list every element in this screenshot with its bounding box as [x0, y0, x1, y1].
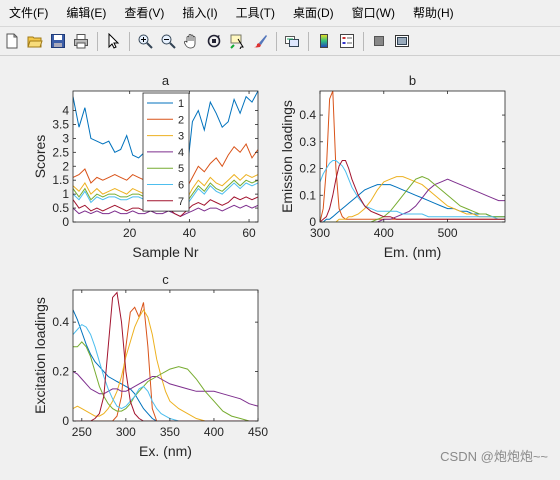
colorbar-icon[interactable]: [314, 31, 334, 51]
x-tick-label-a: 40: [183, 226, 197, 240]
x-tick-label-a: 60: [242, 226, 256, 240]
x-axis-label-b: Em. (nm): [384, 244, 442, 260]
legend-label-7: 7: [178, 196, 184, 208]
y-tick-label-c: 0.4: [52, 315, 69, 329]
toolbar-separator: [308, 32, 309, 51]
link-plot-icon[interactable]: [282, 31, 302, 51]
series-group-c: [73, 291, 258, 421]
menu-bar: 文件(F) 编辑(E) 查看(V) 插入(I) 工具(T) 桌面(D) 窗口(W) 帮助(H): [0, 0, 560, 26]
y-tick-label-b: 0.3: [299, 135, 316, 149]
legend-label-2: 2: [178, 114, 184, 126]
edit-plot-arrow-icon[interactable]: [103, 31, 123, 51]
axes-title-c: c: [162, 272, 169, 287]
toolbar-separator: [97, 32, 98, 51]
series-line-b-3: [320, 176, 505, 222]
axes-frame-a: [72, 90, 259, 223]
plot-area-c: [73, 290, 258, 421]
menu-file[interactable]: 文件(F): [9, 6, 49, 20]
legend-label-1: 1: [178, 98, 184, 110]
series-line-c-6: [73, 323, 258, 421]
series-line-b-1: [320, 184, 505, 222]
menu-insert[interactable]: 插入(I): [182, 6, 218, 20]
save-icon[interactable]: [48, 31, 68, 51]
data-cursor-icon[interactable]: [227, 31, 247, 51]
series-line-c-7: [73, 291, 258, 421]
y-axis-label-b: Emission loadings: [279, 100, 295, 213]
y-tick-label-a: 1: [62, 187, 69, 201]
x-axis-label-a: Sample Nr: [132, 244, 198, 260]
x-axis-label-c: Ex. (nm): [139, 443, 192, 459]
print-icon[interactable]: [71, 31, 91, 51]
series-line-c-4: [73, 371, 258, 407]
y-tick-label-a: 0.5: [52, 201, 69, 215]
y-tick-label-c: 0: [62, 414, 69, 428]
figure-toolbar: [0, 26, 560, 56]
menu-view[interactable]: 查看(V): [124, 6, 165, 20]
series-line-c-2: [73, 302, 258, 421]
series-line-c-3: [73, 308, 258, 421]
x-tick-label-b: 500: [438, 226, 458, 240]
brush-icon[interactable]: [250, 31, 270, 51]
zoom-in-icon[interactable]: [135, 31, 155, 51]
legend-label-5: 5: [178, 163, 184, 175]
toolbar-separator: [129, 32, 130, 51]
series-line-b-5: [320, 176, 505, 222]
y-tick-label-c: 0.2: [52, 365, 69, 379]
series-line-c-1: [73, 309, 258, 421]
menu-window[interactable]: 窗口(W): [351, 6, 395, 20]
x-tick-label-c: 450: [248, 425, 268, 439]
axes-title-a: a: [162, 73, 170, 88]
y-tick-label-b: 0: [309, 215, 316, 229]
y-tick-label-a: 0: [62, 215, 69, 229]
menu-desktop[interactable]: 桌面(D): [292, 6, 334, 20]
x-tick-label-b: 400: [374, 226, 394, 240]
show-plot-tools-icon[interactable]: [392, 31, 412, 51]
y-tick-label-a: 2.5: [52, 145, 69, 159]
legend-icon[interactable]: [337, 31, 357, 51]
y-tick-label-a: 4: [62, 104, 69, 118]
rotate-3d-icon[interactable]: [204, 31, 224, 51]
toolbar-separator: [363, 32, 364, 51]
y-tick-label-a: 1.5: [52, 173, 69, 187]
pan-hand-icon[interactable]: [181, 31, 201, 51]
series-line-b-7: [320, 160, 505, 222]
y-tick-label-a: 2: [62, 159, 69, 173]
series-line-b-4: [320, 178, 505, 222]
legend-label-3: 3: [178, 131, 184, 143]
x-tick-label-a: 20: [123, 226, 137, 240]
legend-label-4: 4: [178, 147, 184, 159]
menu-tools[interactable]: 工具(T): [235, 6, 275, 20]
toolbar-separator: [276, 32, 277, 51]
open-file-icon[interactable]: [25, 31, 45, 51]
y-tick-label-b: 0.2: [299, 162, 316, 176]
zoom-out-icon[interactable]: [158, 31, 178, 51]
x-tick-label-c: 350: [160, 425, 180, 439]
menu-help[interactable]: 帮助(H): [412, 6, 454, 20]
menu-edit[interactable]: 编辑(E): [66, 6, 107, 20]
figure-canvas: 20 40 60 0 0.5 1 1.5 2 2.5 3 3.5 4 a Sample Nr Scores 1…: [0, 56, 560, 475]
x-tick-label-b: 300: [310, 226, 330, 240]
new-figure-icon[interactable]: [2, 31, 22, 51]
legend-label-6: 6: [178, 180, 184, 192]
x-tick-label-c: 250: [72, 425, 92, 439]
hide-plot-tools-icon[interactable]: [369, 31, 389, 51]
axes-title-b: b: [409, 73, 416, 88]
series-line-a-4: [73, 204, 258, 217]
series-group-b: [320, 91, 505, 222]
y-tick-label-b: 0.1: [299, 188, 316, 202]
y-axis-label-c: Excitation loadings: [32, 297, 48, 414]
y-axis-label-a: Scores: [32, 135, 48, 179]
x-tick-label-c: 400: [204, 425, 224, 439]
y-tick-label-b: 0.4: [299, 108, 316, 122]
axes-frame-b: [319, 90, 506, 223]
plot-area-b: [320, 91, 505, 222]
series-line-b-6: [320, 160, 505, 220]
y-tick-label-a: 3: [62, 131, 69, 145]
y-tick-label-a: 3.5: [52, 117, 69, 131]
watermark-text: CSDN @炮炮炮~~: [440, 449, 548, 464]
x-tick-label-c: 300: [116, 425, 136, 439]
axes-frame-c: [72, 289, 259, 422]
